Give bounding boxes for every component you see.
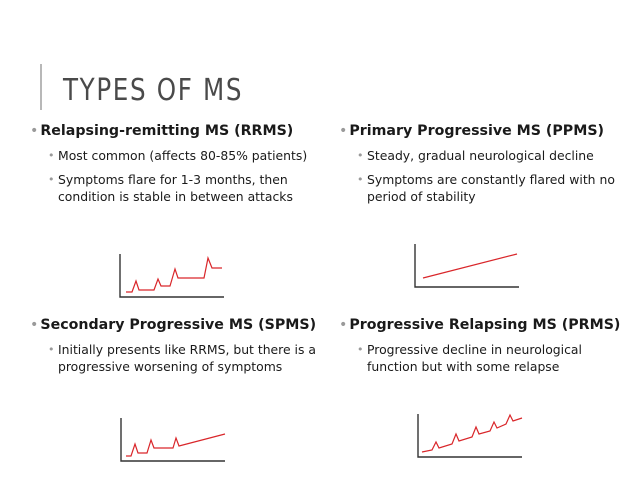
graph-axes	[121, 418, 225, 461]
bullet-item: Initially presents like RRMS, but there …	[58, 341, 320, 375]
bullet-icon: •	[339, 317, 347, 333]
title-accent-bar	[40, 64, 42, 110]
slide-title: TYPES OF MS	[63, 73, 243, 108]
prms-graph	[416, 412, 526, 462]
rrms-line	[126, 258, 222, 292]
graph-axes	[418, 414, 522, 457]
section-heading: • Primary Progressive MS (PPMS)	[339, 122, 629, 141]
section-ppms: •Primary Progressive MS (PPMS) Steady, g…	[339, 122, 629, 212]
bullet-icon: •	[30, 317, 38, 333]
section-heading-text: Progressive Relapsing MS (PRMS)	[349, 317, 620, 333]
graph-axes	[415, 244, 519, 287]
section-heading-text: Relapsing-remitting MS (RRMS)	[40, 123, 293, 139]
bullet-icon: •	[30, 123, 38, 139]
bullet-list: Most common (affects 80-85% patients) Sy…	[30, 147, 320, 205]
rrms-graph	[118, 252, 228, 302]
spms-graph	[119, 416, 229, 466]
ppms-graph	[413, 242, 523, 292]
bullet-icon: •	[339, 123, 347, 139]
ppms-line	[423, 254, 517, 278]
bullet-list: Progressive decline in neurological func…	[339, 341, 629, 375]
section-heading-text: Primary Progressive MS (PPMS)	[349, 123, 604, 139]
section-spms: •Secondary Progressive MS (SPMS) Initial…	[30, 316, 320, 382]
bullet-item: Steady, gradual neurological decline	[367, 147, 629, 164]
section-heading: • Progressive Relapsing MS (PRMS)	[339, 316, 629, 335]
spms-line	[126, 434, 225, 456]
section-heading-text: Secondary Progressive MS (SPMS)	[40, 317, 316, 333]
section-rrms: •Relapsing-remitting MS (RRMS) Most comm…	[30, 122, 320, 212]
bullet-list: Initially presents like RRMS, but there …	[30, 341, 320, 375]
bullet-item: Progressive decline in neurological func…	[367, 341, 629, 375]
section-prms: •Progressive Relapsing MS (PRMS) Progres…	[339, 316, 629, 382]
section-heading: • Relapsing-remitting MS (RRMS)	[30, 122, 320, 141]
bullet-item: Symptoms are constantly flared with no p…	[367, 171, 629, 205]
section-heading: • Secondary Progressive MS (SPMS)	[30, 316, 320, 335]
prms-line	[422, 415, 522, 452]
bullet-item: Symptoms flare for 1-3 months, then cond…	[58, 171, 320, 205]
bullet-list: Steady, gradual neurological decline Sym…	[339, 147, 629, 205]
bullet-item: Most common (affects 80-85% patients)	[58, 147, 320, 164]
